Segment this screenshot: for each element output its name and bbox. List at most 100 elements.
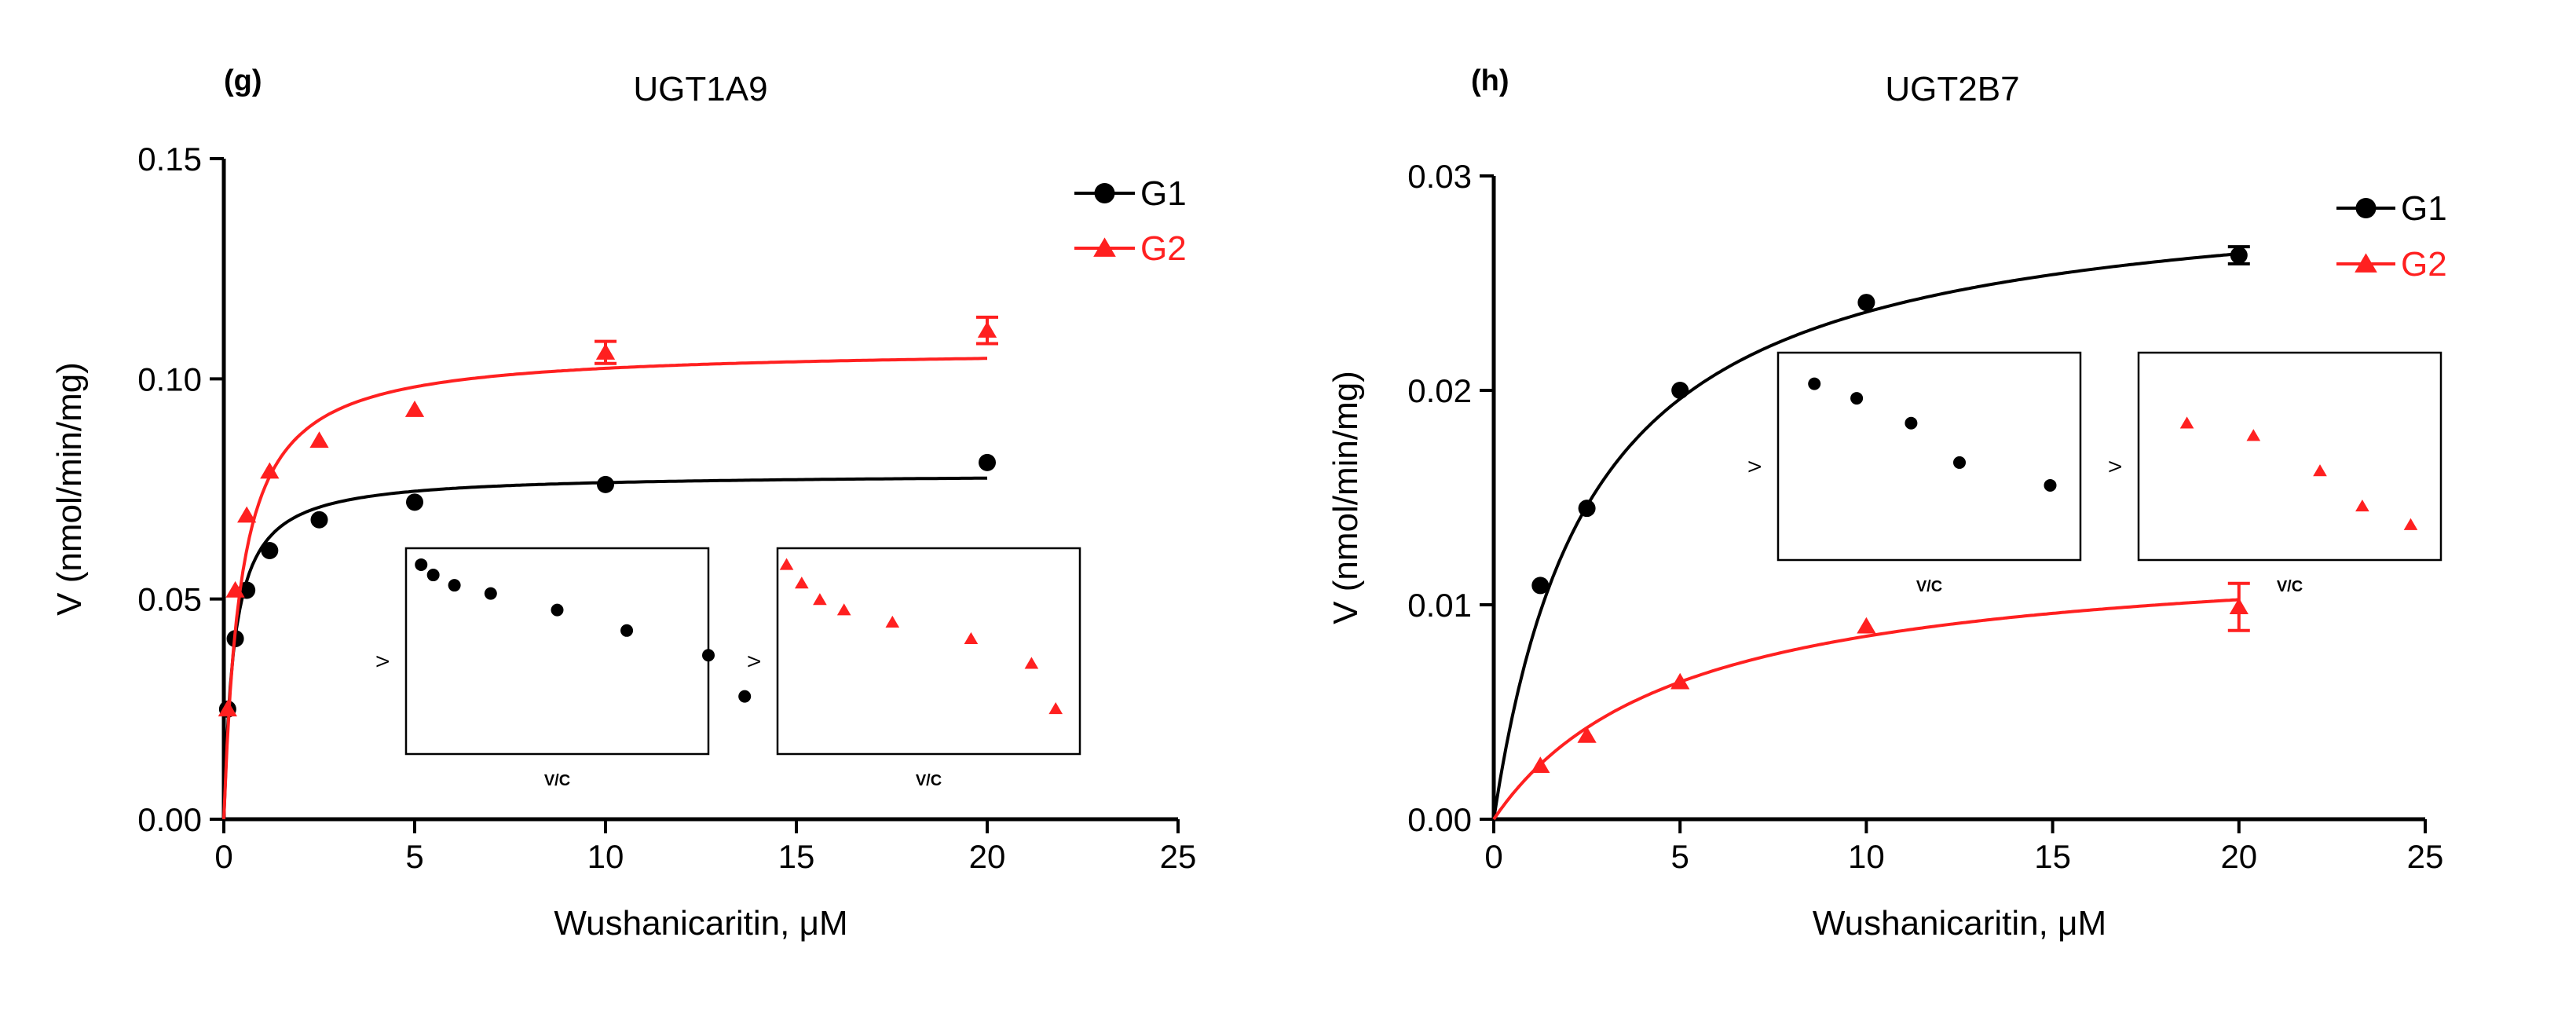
panel-label: (h) — [1471, 64, 1509, 97]
fit-curve-g2 — [1492, 598, 2239, 821]
y-tick-label: 0.00 — [137, 801, 202, 838]
inset-point — [2179, 416, 2194, 429]
x-tick-label: 5 — [405, 838, 423, 875]
inset-y-label: V — [373, 655, 393, 667]
panel-label: (g) — [224, 64, 262, 97]
legend-label-g1: G1 — [2401, 189, 2447, 228]
data-point-g2 — [1857, 617, 1876, 634]
x-axis-label: Wushanicaritin, μM — [554, 904, 847, 943]
inset-point — [2355, 499, 2369, 512]
inset-x-label: V/C — [544, 772, 570, 789]
data-point-g1 — [310, 511, 328, 529]
x-tick-label: 25 — [1160, 838, 1197, 875]
inset-point — [813, 593, 827, 606]
x-tick-label: 20 — [2220, 838, 2257, 875]
inset-point — [836, 603, 851, 616]
inset-eadie-hofstee-g1: V V/C — [373, 547, 752, 789]
y-tick-label: 0.15 — [137, 141, 202, 178]
inset-point — [484, 587, 497, 600]
legend-marker-g1 — [1094, 183, 1115, 203]
inset-frame — [1776, 351, 2082, 562]
data-point-g2 — [225, 580, 245, 598]
y-tick-label: 0.05 — [137, 581, 202, 618]
inset-point — [448, 579, 461, 592]
x-tick-label: 15 — [778, 838, 815, 875]
inset-point — [1024, 657, 1039, 669]
inset-x-label: V/C — [916, 772, 942, 789]
data-point-g2 — [260, 462, 280, 479]
data-point-g2 — [309, 431, 329, 448]
inset-frame — [404, 547, 710, 756]
y-tick-label: 0.03 — [1407, 158, 1472, 195]
data-point-g1 — [1531, 577, 1550, 595]
inset-point — [2313, 464, 2327, 477]
inset-point — [1048, 701, 1063, 715]
x-tick-label: 5 — [1671, 838, 1689, 875]
data-point-g1 — [597, 475, 614, 493]
data-point-g1 — [1671, 382, 1689, 399]
chart-panel-0: (g) UGT1A9 0.00 0.05 0.10 0.15 0 5 10 15 20 25 Wusha… — [50, 64, 1196, 943]
inset-x-label: V/C — [2277, 578, 2303, 595]
inset-point — [1953, 456, 1966, 469]
y-axis-label: V (nmol/min/mg) — [50, 362, 89, 616]
inset-point — [620, 624, 634, 637]
data-point-g2 — [237, 506, 257, 523]
chart-panel-1: (h) UGT2B7 0.00 0.01 0.02 0.03 0 5 10 15 20 25 Wusha… — [1326, 64, 2447, 943]
legend-marker-g1 — [2355, 198, 2377, 218]
x-tick-label: 20 — [969, 838, 1006, 875]
fit-curve-g1 — [1492, 252, 2239, 820]
inset-point — [794, 577, 809, 589]
inset-point — [779, 558, 794, 570]
inset-point — [885, 615, 900, 628]
data-point-g2 — [2229, 598, 2249, 614]
inset-point — [415, 558, 428, 571]
inset-point — [1905, 416, 1918, 430]
y-tick-label: 0.10 — [137, 361, 202, 397]
data-point-g2 — [404, 401, 425, 417]
x-tick-label: 25 — [2407, 838, 2444, 875]
data-point-g2 — [1531, 756, 1550, 773]
inset-point — [426, 569, 440, 582]
data-point-g1 — [1578, 500, 1596, 518]
x-tick-label: 10 — [1848, 838, 1885, 875]
y-tick-label: 0.01 — [1407, 587, 1472, 624]
legend-label-g1: G1 — [1140, 174, 1187, 213]
x-tick-label: 0 — [214, 838, 232, 875]
chart-title: UGT1A9 — [633, 70, 767, 108]
inset-point — [738, 690, 752, 703]
data-point-g2 — [218, 700, 237, 717]
inset-point — [2403, 518, 2418, 530]
data-point-g2 — [1577, 726, 1597, 743]
data-point-g1 — [979, 453, 996, 471]
x-tick-label: 15 — [2034, 838, 2071, 875]
x-tick-label: 0 — [1484, 838, 1502, 875]
chart-title: UGT2B7 — [1885, 70, 2019, 108]
legend-marker-g2 — [2355, 253, 2377, 273]
x-axis-label: Wushanicaritin, μM — [1813, 904, 2106, 943]
inset-y-label: V — [745, 655, 764, 667]
legend-marker-g2 — [1093, 237, 1116, 257]
inset-x-label: V/C — [1916, 578, 1942, 595]
data-point-g1 — [261, 541, 279, 559]
inset-frame — [2137, 351, 2442, 562]
fit-curve-g2 — [222, 357, 987, 820]
x-tick-label: 10 — [587, 838, 624, 875]
inset-eadie-hofstee-g2: V V/C — [745, 547, 1081, 789]
inset-point — [2044, 478, 2057, 492]
inset-y-label: V — [1745, 461, 1765, 473]
data-point-g2 — [977, 321, 997, 338]
inset-point — [1808, 377, 1821, 390]
inset-point — [2246, 429, 2261, 441]
y-axis-label: V (nmol/min/mg) — [1326, 371, 1365, 624]
inset-point — [551, 603, 564, 617]
inset-point — [1850, 392, 1864, 405]
legend-label-g2: G2 — [1140, 229, 1187, 268]
inset-frame — [776, 547, 1081, 756]
data-point-g2 — [595, 343, 616, 360]
data-point-g1 — [1857, 294, 1875, 312]
y-tick-label: 0.00 — [1407, 801, 1472, 838]
inset-eadie-hofstee-g2: V V/C — [2106, 351, 2442, 595]
data-point-g1 — [2230, 247, 2248, 265]
y-tick-label: 0.02 — [1407, 372, 1472, 409]
